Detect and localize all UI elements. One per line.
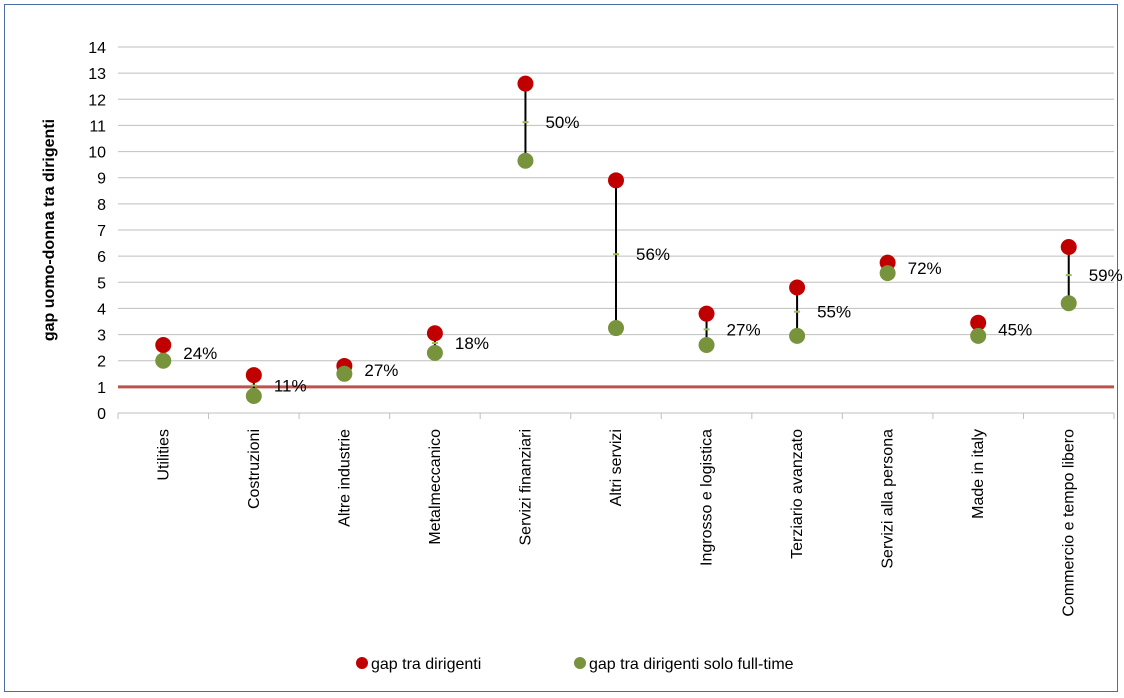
y-tick-label: 13 [88, 66, 106, 83]
y-tick-label: 4 [97, 301, 106, 318]
ratio-label: 27% [727, 320, 761, 339]
y-tick-label: 14 [88, 40, 106, 57]
y-tick-label: 0 [97, 406, 106, 423]
x-category-label: Metalmeccanico [427, 429, 444, 545]
ratio-label: 11% [274, 377, 307, 396]
x-category-label: Altre industrie [336, 429, 353, 527]
point-gap-tra-dirigenti [1060, 238, 1077, 255]
point-gap-tra-dirigenti [245, 367, 262, 384]
point-gap-full-time [426, 344, 443, 361]
ratio-label: 72% [908, 259, 942, 278]
y-tick-label: 7 [97, 223, 106, 240]
y-tick-label: 9 [97, 171, 106, 188]
ratio-label: 50% [545, 113, 579, 132]
point-gap-tra-dirigenti [789, 279, 806, 296]
ratio-label: 59% [1089, 266, 1123, 285]
x-category-label: Servizi alla persona [880, 429, 897, 569]
point-gap-tra-dirigenti [970, 314, 987, 331]
y-tick-label: 1 [97, 380, 106, 397]
point-gap-full-time [336, 365, 353, 382]
ratio-label: 18% [455, 334, 489, 353]
y-tick-label: 11 [89, 118, 106, 135]
point-gap-full-time [608, 320, 624, 337]
y-tick-label: 10 [88, 145, 106, 162]
legend-label: gap tra dirigenti [371, 656, 481, 673]
chart-marks: 24% 11% 27% 18% 50% 56% 27% 55% 72% 45% 59% [155, 75, 1123, 405]
ratio-label: 55% [817, 303, 851, 322]
y-tick-label: 2 [97, 354, 106, 371]
point-gap-tra-dirigenti [155, 337, 172, 354]
legend-marker [356, 657, 368, 669]
y-axis-title: gap uomo-donna tra dirigenti [41, 119, 58, 341]
legend-marker [574, 657, 586, 669]
y-tick-label: 5 [97, 275, 106, 292]
x-category-label: Ingrosso e logistica [699, 429, 716, 566]
ratio-label: 45% [998, 320, 1032, 339]
x-category-label: Altri servizi [608, 429, 625, 506]
point-gap-full-time [789, 327, 806, 344]
x-category-label: Made in italy [970, 429, 987, 519]
chart-frame [4, 4, 1118, 692]
x-category-label: Costruzioni [246, 429, 263, 509]
x-category-label: Commercio e tempo libero [1061, 429, 1078, 617]
ratio-label: 24% [183, 344, 217, 363]
point-gap-full-time [155, 352, 172, 369]
ratio-label: 56% [636, 245, 670, 264]
x-axis-categories: Utilities Costruzioni Altre industrie Metal… [155, 429, 1077, 617]
point-gap-tra-dirigenti [517, 75, 534, 92]
point-gap-full-time [517, 152, 534, 169]
point-gap-tra-dirigenti [698, 305, 715, 322]
x-category-label: Servizi finanziari [517, 429, 534, 545]
x-category-label: Terziario avanzato [789, 429, 806, 559]
legend-label: gap tra dirigenti solo full-time [589, 656, 794, 673]
y-tick-label: 12 [88, 92, 106, 109]
y-tick-label: 8 [97, 197, 106, 214]
point-gap-full-time [1060, 295, 1077, 312]
point-gap-full-time [245, 388, 262, 405]
y-tick-label: 6 [97, 249, 106, 266]
point-gap-tra-dirigenti [608, 172, 624, 189]
point-gap-tra-dirigenti [426, 325, 443, 342]
point-gap-full-time [879, 265, 896, 282]
point-gap-full-time [970, 327, 987, 344]
x-category-label: Utilities [155, 429, 172, 481]
legend: gap tra dirigenti gap tra dirigenti solo … [356, 656, 794, 673]
y-tick-label: 3 [97, 328, 106, 345]
ratio-label: 27% [364, 361, 398, 380]
point-gap-full-time [698, 337, 715, 354]
